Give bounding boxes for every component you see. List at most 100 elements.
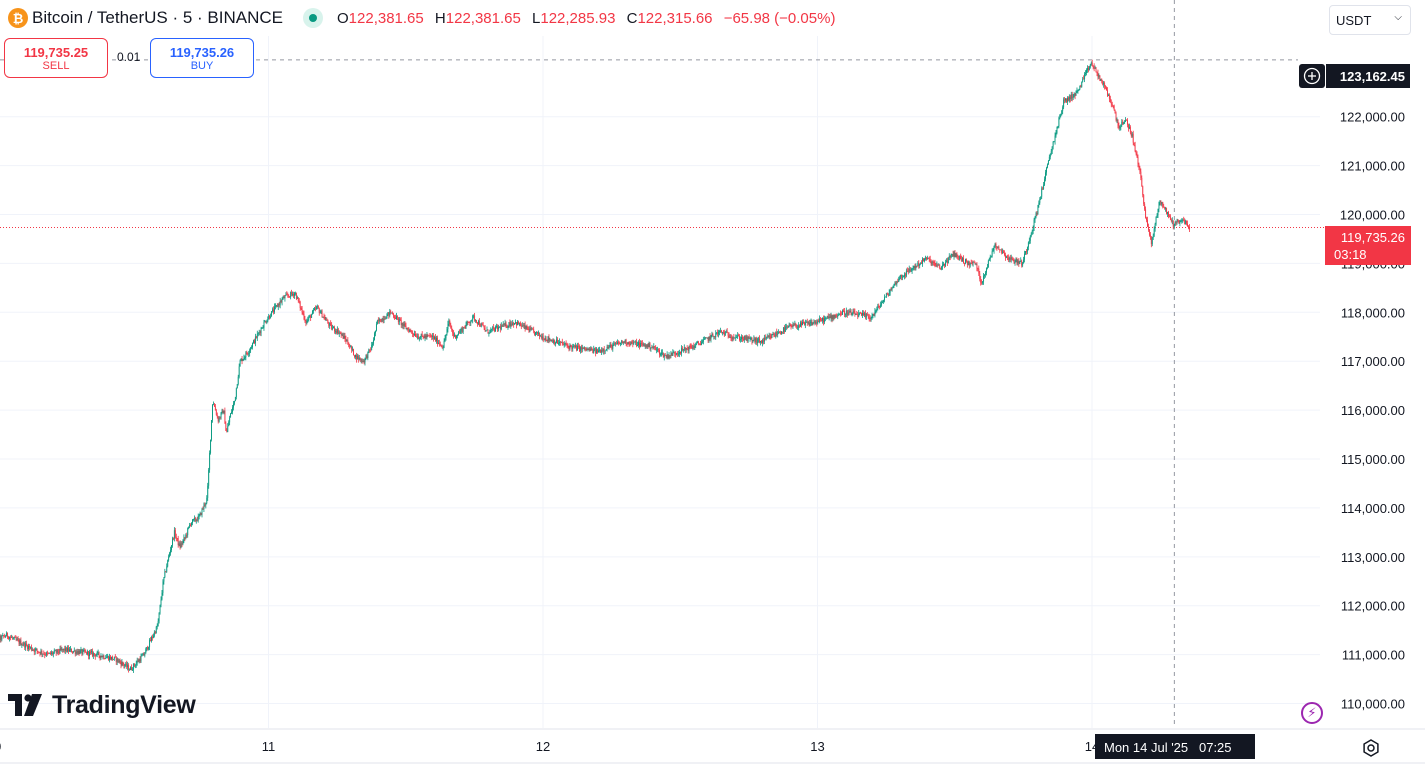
candle-body (484, 328, 486, 331)
candle-body (702, 339, 704, 342)
candle-body (1162, 201, 1164, 208)
candle-body (119, 660, 121, 663)
candle-body (253, 340, 254, 344)
open-value: 122,381.65 (348, 9, 424, 27)
candle-body (630, 341, 632, 345)
candle-body (598, 350, 599, 353)
candle-body (802, 322, 803, 326)
candle-body (528, 329, 530, 332)
candle-body (707, 337, 709, 341)
candle-body (999, 249, 1001, 251)
candle-body (310, 315, 312, 318)
lightning-icon[interactable]: ⚡ (1301, 702, 1323, 724)
candle-body (1140, 171, 1142, 178)
candle-body (770, 336, 772, 338)
sell-price: 119,735.25 (23, 44, 89, 60)
candle-body (1172, 220, 1174, 227)
candle-body (741, 336, 743, 340)
candle-body (1056, 126, 1058, 133)
candle-body (51, 652, 53, 655)
candle-body (299, 301, 301, 309)
candle-body (544, 337, 546, 341)
candle-body (175, 537, 177, 538)
candle-body (88, 651, 90, 657)
candle-body (936, 264, 938, 266)
candle-body (998, 246, 1000, 250)
candle-body (261, 328, 263, 329)
candle-body (378, 318, 380, 322)
candle-body (280, 301, 282, 303)
candle-body (446, 329, 448, 335)
candle-body (1081, 81, 1083, 87)
candle-body (295, 293, 297, 299)
candle-body (894, 282, 896, 284)
candle-body (504, 322, 506, 325)
candle-body (552, 340, 554, 343)
candle-body (734, 337, 736, 339)
candle-body (829, 316, 831, 319)
sell-button[interactable]: 119,735.25 SELL (4, 38, 108, 78)
candle-body (448, 320, 450, 324)
candle-body (456, 335, 457, 339)
candle-body (215, 410, 217, 415)
candle-body (297, 297, 299, 301)
candle-body (396, 316, 398, 318)
candle-body (604, 350, 606, 352)
candle-body (59, 648, 61, 653)
candle-body (901, 274, 903, 277)
candle-body (207, 485, 209, 498)
tradingview-logo[interactable]: TradingView (8, 690, 196, 720)
currency-select[interactable]: USDT ⌵ (1329, 5, 1411, 35)
candle-body (116, 658, 118, 662)
candle-body (401, 322, 403, 326)
candle-body (578, 346, 580, 351)
buy-button[interactable]: 119,735.26 BUY (150, 38, 254, 78)
candle-body (818, 320, 820, 323)
symbol-title[interactable]: Bitcoin / TetherUS · 5 · BINANCE (32, 8, 283, 27)
gear-icon[interactable] (1360, 737, 1382, 759)
candle-body (978, 268, 980, 274)
candle-body (354, 355, 355, 358)
candle-body (399, 318, 401, 321)
candle-body (182, 540, 184, 544)
candle-body (590, 348, 592, 351)
candle-body (374, 333, 375, 340)
candle-body (80, 649, 82, 651)
candle-body (611, 344, 613, 349)
candle-body (451, 327, 453, 330)
candle-body (1183, 219, 1185, 221)
chart-header: ₿ Bitcoin / TetherUS · 5 · BINANCE O122,… (0, 0, 1320, 36)
candle-body (620, 341, 622, 343)
candle-body (822, 317, 823, 321)
candle-body (960, 255, 962, 259)
candle-body (31, 649, 33, 651)
candle-body (944, 262, 946, 266)
candle-body (556, 339, 558, 343)
candle-body (402, 322, 404, 326)
candle-body (9, 637, 11, 638)
candle-body (199, 512, 201, 516)
candle-body (325, 319, 327, 321)
candle-body (234, 396, 236, 401)
candle-body (111, 656, 113, 660)
candle-body (645, 344, 647, 348)
candle-body (500, 325, 502, 330)
candle-body (394, 316, 395, 318)
candle-body (852, 311, 854, 313)
candle-body (1043, 184, 1045, 189)
y-tick-label: 122,000.00 (1340, 110, 1405, 125)
candle-body (778, 332, 780, 334)
candle-body (72, 651, 74, 653)
candle-body (1116, 119, 1118, 121)
candle-body (74, 650, 76, 654)
candle-body (570, 344, 572, 347)
candle-body (287, 294, 289, 296)
market-status-icon[interactable] (303, 8, 323, 28)
candle-body (1095, 67, 1097, 73)
candle-body (10, 637, 12, 639)
candle-body (721, 330, 722, 333)
candle-body (76, 651, 78, 654)
candle-body (1127, 124, 1129, 129)
candle-body (304, 319, 306, 321)
